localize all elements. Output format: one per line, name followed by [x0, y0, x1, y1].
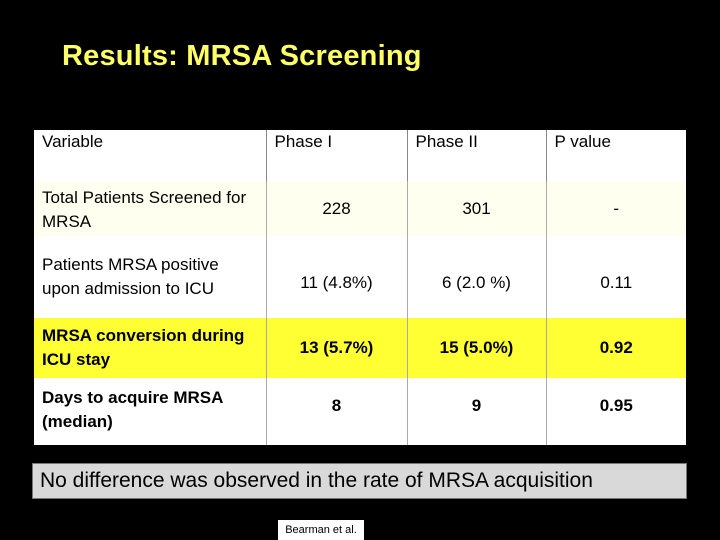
conclusion-banner: No difference was observed in the rate o… — [32, 463, 687, 499]
table-row: MRSA conversion during ICU stay 13 (5.7%… — [34, 318, 686, 378]
phase-1-cell: 11 (4.8%) — [266, 236, 408, 318]
p-value-cell: - — [546, 181, 686, 236]
phase-1-cell: 228 — [266, 181, 408, 236]
results-table: Variable Phase I Phase II P value Total … — [34, 130, 686, 445]
phase-1-cell: 13 (5.7%) — [266, 318, 408, 378]
variable-cell: Days to acquire MRSA (median) — [34, 378, 267, 445]
header-p-value: P value — [546, 130, 686, 181]
phase-2-cell: 301 — [407, 181, 547, 236]
phase-1-cell: 8 — [266, 378, 408, 445]
phase-2-cell: 15 (5.0%) — [407, 318, 547, 378]
p-value-cell: 0.11 — [546, 236, 686, 318]
header-phase-1: Phase I — [266, 130, 408, 181]
variable-cell: MRSA conversion during ICU stay — [34, 318, 267, 378]
phase-2-cell: 9 — [407, 378, 547, 445]
phase-2-cell: 6 (2.0 %) — [407, 236, 547, 318]
p-value-cell: 0.92 — [546, 318, 686, 378]
citation: Bearman et al. — [278, 520, 364, 540]
table-header-row: Variable Phase I Phase II P value — [34, 130, 686, 181]
variable-cell: Patients MRSA positive upon admission to… — [34, 236, 267, 318]
slide-title: Results: MRSA Screening — [62, 40, 422, 72]
table-row: Patients MRSA positive upon admission to… — [34, 236, 686, 318]
table-row: Total Patients Screened for MRSA 228 301… — [34, 181, 686, 236]
header-phase-2: Phase II — [407, 130, 547, 181]
table-row: Days to acquire MRSA (median) 8 9 0.95 — [34, 378, 686, 445]
header-variable: Variable — [34, 130, 267, 181]
p-value-cell: 0.95 — [546, 378, 686, 445]
variable-cell: Total Patients Screened for MRSA — [34, 181, 267, 236]
